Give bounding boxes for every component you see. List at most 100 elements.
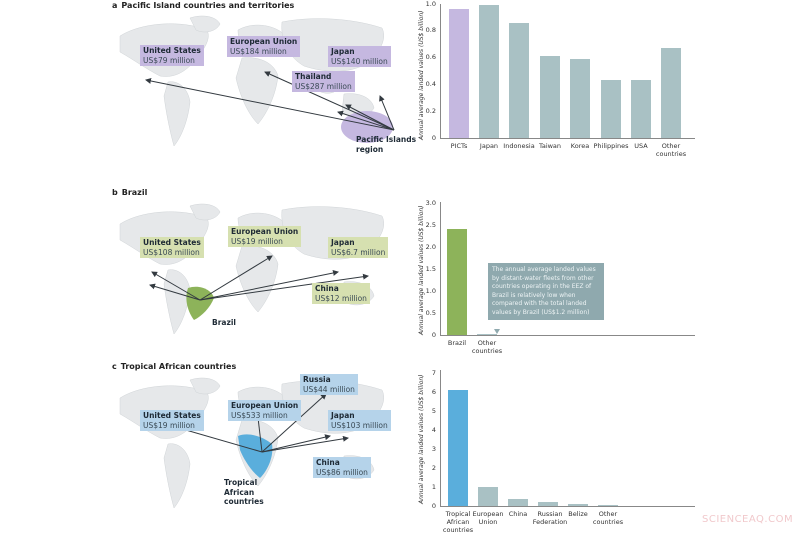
y-tick: 0 xyxy=(431,331,436,339)
y-tick: 0.5 xyxy=(425,309,436,317)
x-tick: Russian Federation xyxy=(532,510,568,526)
annotation-callout-tail xyxy=(494,329,500,334)
annotation-callout: The annual average landed values by dist… xyxy=(488,263,604,320)
label-name: United States xyxy=(143,411,201,420)
x-axis xyxy=(440,335,695,336)
label-value: US$19 million xyxy=(231,236,283,246)
world-map-b xyxy=(112,200,402,350)
label-name: Japan xyxy=(331,238,355,247)
label-name: United States xyxy=(143,238,201,247)
y-tick: 4 xyxy=(431,426,436,434)
panel-a-title: a Pacific Island countries and territorie… xyxy=(112,1,294,10)
x-tick: European Union xyxy=(472,510,504,526)
label-value: US$184 million xyxy=(230,46,287,56)
label-name: Russia xyxy=(303,375,331,384)
y-tick: 0.6 xyxy=(425,53,436,61)
region-label-line: African xyxy=(224,487,255,497)
bar-belize xyxy=(568,504,588,506)
region-label-line: region xyxy=(356,144,384,154)
bar-usa xyxy=(631,80,651,138)
x-tick: USA xyxy=(634,142,648,150)
label-name: Japan xyxy=(331,411,355,420)
bar-chart-a: Annual average landed values (US$ billio… xyxy=(410,0,700,170)
panel-c-title: c Tropical African countries xyxy=(112,362,236,371)
bar-taiwan xyxy=(540,56,560,138)
y-tick: 3.0 xyxy=(425,199,436,207)
bar-other-countries xyxy=(477,334,497,335)
label-name: China xyxy=(316,458,340,467)
label-value: US$79 million xyxy=(143,55,195,65)
label-value: US$6.7 million xyxy=(331,247,386,257)
map-label-japan: Japan US$6.7 million xyxy=(328,237,389,258)
region-label-line: Pacific Islands xyxy=(356,135,417,144)
x-tick: PICTs xyxy=(450,142,468,150)
bar-japan xyxy=(479,5,499,138)
map-label-united-states: United States US$108 million xyxy=(140,237,204,258)
bar-philippines xyxy=(601,80,621,138)
label-value: US$19 million xyxy=(143,420,195,430)
panel-b-title: b Brazil xyxy=(112,188,147,197)
map-label-japan: Japan US$140 million xyxy=(328,46,391,67)
region-label-line: Brazil xyxy=(212,318,236,327)
map-label-thailand: Thailand US$287 million xyxy=(292,71,355,92)
y-tick: 1.0 xyxy=(425,0,436,8)
map-label-european-union: European Union US$184 million xyxy=(227,36,301,57)
label-value: US$12 million xyxy=(315,293,367,303)
x-tick: Brazil xyxy=(447,339,467,347)
panel-title-text: Pacific Island countries and territories xyxy=(121,1,295,10)
x-tick: Other countries xyxy=(592,510,624,526)
y-tick: 3 xyxy=(431,445,436,453)
region-label-tropical-africa: Tropical African countries xyxy=(224,478,264,507)
brazil-shape xyxy=(186,286,214,320)
y-tick: 2.0 xyxy=(425,243,436,251)
map-label-european-union: European Union US$533 million xyxy=(228,400,302,421)
x-tick: Korea xyxy=(570,142,590,150)
plot-area xyxy=(441,370,696,506)
x-tick: Other countries xyxy=(655,142,687,158)
y-tick: 7 xyxy=(431,369,436,377)
y-tick: 1 xyxy=(431,483,436,491)
panel-letter: b xyxy=(112,188,118,197)
bar-china xyxy=(508,499,528,506)
map-label-china: China US$86 million xyxy=(313,457,371,478)
y-axis xyxy=(440,202,441,336)
bar-chart-b: Annual average landed values (US$ billio… xyxy=(410,195,700,360)
map-label-russia: Russia US$44 million xyxy=(300,374,358,395)
y-tick: 0.4 xyxy=(425,80,436,88)
x-tick: China xyxy=(508,510,528,518)
x-axis xyxy=(440,138,695,139)
panel-title-text: Tropical African countries xyxy=(120,362,237,371)
label-name: United States xyxy=(143,46,201,55)
x-tick: Taiwan xyxy=(538,142,562,150)
y-tick: 0.8 xyxy=(425,26,436,34)
label-name: Japan xyxy=(331,47,355,56)
y-axis xyxy=(440,370,441,507)
bar-other-countries xyxy=(598,505,618,506)
label-name: China xyxy=(315,284,339,293)
map-label-china: China US$12 million xyxy=(312,283,370,304)
y-tick: 2 xyxy=(431,464,436,472)
y-axis xyxy=(440,4,441,139)
map-label-united-states: United States US$79 million xyxy=(140,45,204,66)
region-label-pacific: Pacific Islands region xyxy=(356,135,416,154)
y-tick: 1.0 xyxy=(425,287,436,295)
x-tick: Philippines xyxy=(593,142,629,150)
pacific-islands-region-shape xyxy=(341,111,393,143)
plot-area xyxy=(441,4,696,138)
bar-brazil xyxy=(447,229,467,335)
y-tick: 2.5 xyxy=(425,221,436,229)
plot-area xyxy=(441,202,696,335)
label-name: European Union xyxy=(230,37,298,46)
bar-russian-federation xyxy=(538,502,558,506)
x-tick: Japan xyxy=(479,142,499,150)
y-tick: 1.5 xyxy=(425,265,436,273)
bar-chart-c: Annual average landed values (US$ billio… xyxy=(410,364,700,534)
label-value: US$103 million xyxy=(331,420,388,430)
panel-letter: c xyxy=(112,362,117,371)
y-tick: 5 xyxy=(431,407,436,415)
x-tick: Belize xyxy=(568,510,588,518)
map-label-european-union: European Union US$19 million xyxy=(228,226,302,247)
bar-european-union xyxy=(478,487,498,506)
tropical-africa-shape xyxy=(238,434,273,478)
x-tick: Other countries xyxy=(471,339,503,355)
